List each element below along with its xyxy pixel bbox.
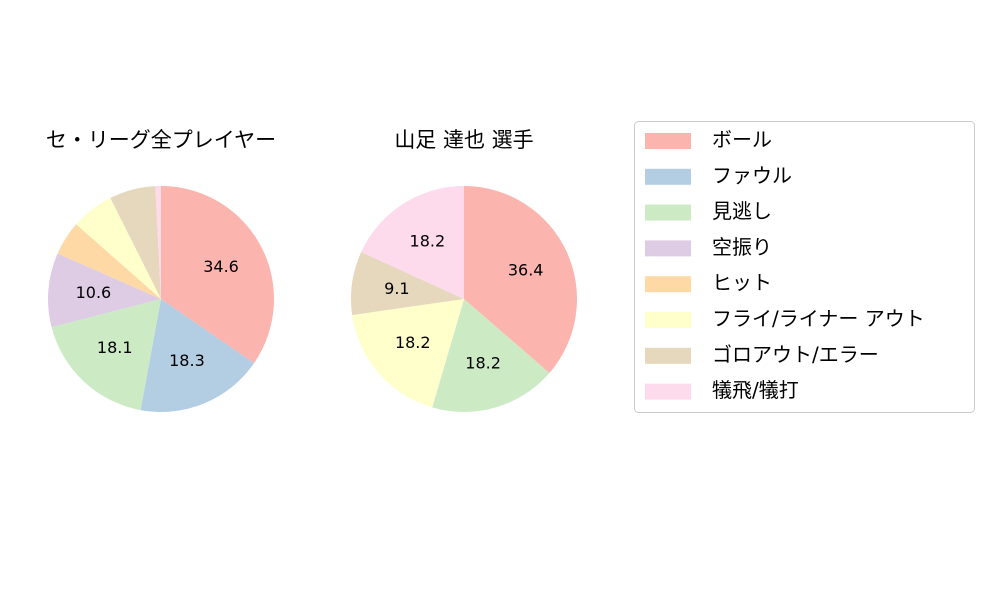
slice-label: 36.4 [508,260,544,279]
legend-label: ファウル [712,163,792,187]
slice-label: 18.2 [395,333,431,352]
slice-label: 18.2 [410,231,446,250]
legend-label: 犠飛/犠打 [712,378,799,402]
pie-slice [57,224,162,299]
legend-label: 空振り [712,235,772,259]
legend-swatch [645,204,691,221]
legend-swatch [645,168,691,185]
chart-title: 山足 達也 選手 [394,128,533,152]
pie-slice [155,186,161,299]
slice-label: 18.3 [169,351,205,370]
slice-label: 18.1 [97,338,133,357]
pie-slice [464,185,577,373]
chart-title: セ・リーグ全プレイヤー [46,128,276,152]
legend-label: ヒット [712,271,772,295]
slice-label: 9.1 [384,279,409,298]
pie-slice [351,252,464,316]
pie-slice [47,253,161,328]
pie-slice [110,186,161,299]
pie-slice [352,299,464,408]
slice-label: 18.2 [465,354,501,373]
slice-label: 10.6 [76,283,112,302]
pie-slice [140,299,255,412]
legend-swatch [645,133,691,149]
pie-slice [432,299,550,412]
pie-slice [161,186,274,364]
pie-slice [76,197,161,299]
legend-swatch [645,276,691,293]
legend-swatch [645,383,691,400]
legend-swatch [645,312,691,328]
legend-label: ゴロアウト/エラー [712,342,879,366]
legend-label: 見逃し [712,199,772,223]
pie-slice [361,186,464,299]
pie-slice [51,299,161,411]
legend-label: ボール [712,128,772,152]
legend-label: フライ/ライナー アウト [712,307,925,331]
legend-box [634,121,975,413]
legend-swatch [645,240,691,257]
slice-label: 34.6 [203,257,239,276]
legend-swatch [645,347,691,364]
